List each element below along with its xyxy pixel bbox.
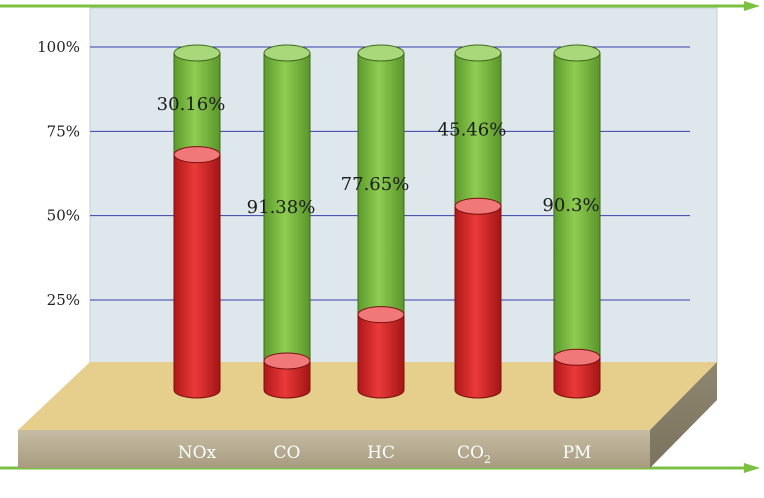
bar-split-cap — [263, 352, 311, 370]
bar-split-cap — [454, 197, 502, 215]
category-label: HC — [367, 443, 395, 463]
frame-top-arrow — [0, 1, 760, 11]
y-tick-label: 75% — [47, 122, 80, 140]
floor-side — [650, 362, 717, 468]
data-label: 45.46% — [438, 120, 507, 141]
bar-group — [263, 44, 311, 399]
category-label: PM — [563, 443, 592, 463]
bars — [173, 44, 601, 399]
bar-group — [454, 44, 502, 399]
category-label-main: CO — [457, 443, 484, 463]
bar-top-cap — [357, 44, 405, 62]
category-label: CO2 — [457, 443, 491, 466]
bar-group — [357, 44, 405, 399]
bar-red-segment — [173, 154, 221, 399]
y-tick-label: 100% — [37, 38, 80, 56]
data-label: 90.3% — [542, 195, 599, 216]
bar-split-cap — [357, 306, 405, 324]
bar-group — [553, 44, 601, 399]
category-label-main: CO — [274, 443, 301, 463]
bar-top-cap — [173, 44, 221, 62]
category-label-main: NOx — [178, 443, 217, 463]
x-axis-categories: NOx CO HC CO2 PM — [178, 443, 592, 466]
bar-group — [173, 44, 221, 399]
data-label: 77.65% — [341, 174, 410, 195]
bar-split-cap — [173, 146, 221, 164]
bar-red-segment — [553, 356, 601, 399]
bar-red-segment — [454, 205, 502, 399]
bar-top-cap — [263, 44, 311, 62]
data-label: 91.38% — [247, 197, 316, 218]
y-axis-ticks: 25% 50% 75% 100% — [37, 38, 80, 309]
bar-red-segment — [357, 314, 405, 399]
data-label: 30.16% — [157, 94, 226, 115]
bar-top-cap — [454, 44, 502, 62]
data-labels: 30.16% 91.38% 77.65% 45.46% 90.3% — [157, 94, 600, 218]
bar-split-cap — [553, 348, 601, 366]
y-tick-label: 50% — [47, 207, 80, 225]
category-label-subscript: 2 — [484, 453, 491, 466]
category-label-main: PM — [563, 443, 592, 463]
category-label-main: HC — [367, 443, 395, 463]
bar-top-cap — [553, 44, 601, 62]
bar-red-segment — [263, 360, 311, 399]
floor-front — [18, 430, 650, 468]
category-label: NOx — [178, 443, 217, 463]
category-label: CO — [274, 443, 301, 463]
y-tick-label: 25% — [47, 291, 80, 309]
